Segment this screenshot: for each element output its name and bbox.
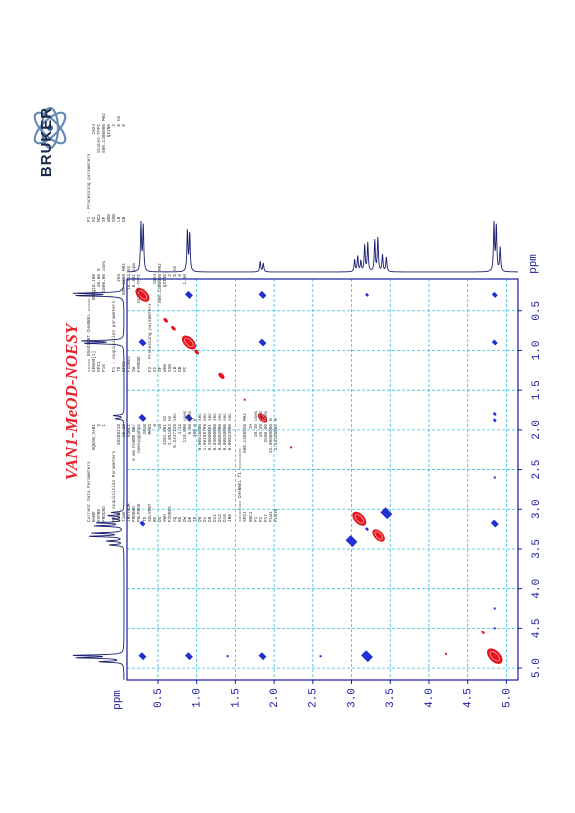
- param-value: 2.54320002: [273, 424, 279, 451]
- cross-peak: [493, 476, 496, 479]
- f1-projection-trace: [72, 278, 125, 680]
- diagonal-peak: [481, 630, 485, 634]
- y-tick-label: 3.0: [531, 499, 543, 519]
- cross-peak: [138, 338, 147, 347]
- x-tick-label: 2.5: [308, 688, 320, 708]
- param-row: GB 0: [122, 77, 127, 222]
- param-value: 1000.00: [102, 274, 108, 293]
- f2-projection-trace: [126, 220, 518, 273]
- parameter-column-1: Current Data Parameters NAME SQUAN_VAN1 EXP…: [87, 377, 279, 522]
- diagonal-peak: [163, 317, 169, 323]
- y-tick-label: 5.0: [531, 658, 543, 678]
- diagonal-peak: [181, 335, 196, 350]
- y-tick-label: 2.5: [531, 460, 543, 480]
- cross-peak: [365, 292, 369, 297]
- cross-peak: [491, 339, 498, 346]
- experiment-title: VAN1-MeOD-NOESY: [62, 323, 81, 481]
- diagonal-peak: [372, 529, 385, 542]
- cross-peak: [184, 414, 193, 422]
- cross-peak: [490, 519, 499, 528]
- cross-peak: [492, 412, 497, 416]
- param-value: 1.00: [182, 274, 188, 285]
- cross-peak: [258, 652, 267, 661]
- x-axis-unit-label: ppm: [528, 254, 540, 274]
- param-key: PLW10: [273, 508, 279, 522]
- diagonal-peak: [194, 349, 200, 355]
- param-row: PLW10 2.54320002 W: [274, 377, 279, 522]
- x-tick-label: 0.5: [153, 688, 165, 708]
- y-tick-label: 2.0: [531, 420, 543, 440]
- cross-peak: [138, 652, 147, 661]
- cross-peak: [493, 607, 496, 610]
- cross-peak: [184, 290, 193, 299]
- param-value: 0.00023800: [228, 424, 234, 451]
- x-tick-label: 3.0: [346, 688, 358, 708]
- y-tick-label: 4.0: [531, 579, 543, 599]
- diagonal-peak: [290, 446, 293, 449]
- cross-peak: [138, 414, 147, 422]
- cross-peak: [492, 418, 497, 423]
- x-tick-label: 4.5: [463, 688, 475, 708]
- y-tick-label: 0.5: [531, 301, 543, 321]
- param-unit: sec: [228, 413, 234, 421]
- param-unit: usec: [102, 260, 108, 271]
- diagonal-peak: [487, 648, 503, 664]
- diagonal-peak: [171, 325, 176, 331]
- cross-peak: [139, 520, 146, 527]
- x-tick-label: 5.0: [501, 688, 513, 708]
- param-unit: [102, 403, 107, 424]
- diagonal-peak: [135, 287, 150, 302]
- param-key: PROCNO: [102, 506, 108, 522]
- param-unit: W: [273, 418, 279, 421]
- param-value: States-TPPI: [137, 274, 143, 303]
- param-key: P16: [102, 364, 108, 372]
- y-tick-label: 1.0: [531, 341, 543, 361]
- cross-peak: [491, 291, 498, 298]
- param-key: IN0: [228, 514, 234, 522]
- parameter-column-3: F1 - Processing parameters SI 1024 MC2 State…: [87, 77, 222, 222]
- param-value: 1: [102, 424, 108, 427]
- param-key: FnMODE: [137, 356, 143, 372]
- bruker-logo-text: BRUKER: [38, 106, 55, 178]
- x-tick-label: 1.5: [230, 688, 242, 708]
- x-tick-label: 1.0: [192, 688, 204, 708]
- cross-peak: [493, 627, 496, 630]
- cross-peak: [258, 290, 267, 299]
- x-tick-label: 4.0: [424, 688, 436, 708]
- grid: [127, 279, 518, 680]
- diagonal-peak: [243, 398, 246, 401]
- cross-peak: [365, 527, 369, 532]
- cross-peaks: [135, 287, 503, 664]
- y-tick-label: 1.5: [531, 380, 543, 400]
- tick-labels: 0.5 0.5 1.0 1.0 1.5 1.5 2.0 2.0 2.5 2.5 3.0 3.0 3.5 3…: [153, 301, 543, 708]
- param-value: 0: [122, 124, 128, 127]
- plot-frame: [126, 278, 519, 681]
- y-tick-label: 3.5: [531, 539, 543, 559]
- param-key: GB: [122, 216, 128, 222]
- y-tick-label: 4.5: [531, 618, 543, 638]
- parameter-block: Current Data Parameters NAME SQUAN_VAN1 EXP…: [87, 82, 279, 522]
- cross-peak: [226, 655, 229, 658]
- cross-peak: [258, 338, 267, 347]
- param-unit: [137, 253, 142, 274]
- diagonal-peak: [444, 652, 447, 655]
- cross-peak: [361, 650, 373, 663]
- param-row: PC 1.00: [183, 227, 188, 372]
- diagonal-peak: [218, 372, 225, 379]
- y-axis-unit-label: ppm: [112, 690, 124, 710]
- x-tick-label: 3.5: [385, 688, 397, 708]
- cross-peak: [380, 507, 393, 520]
- bruker-logo-icon: [33, 106, 67, 150]
- x-tick-label: 2.0: [269, 688, 281, 708]
- cross-peak: [184, 652, 193, 661]
- diagonal-peak: [352, 511, 367, 526]
- param-unit: [183, 253, 188, 274]
- cross-peak: [319, 655, 322, 658]
- parameter-column-2: ===== GRADIENT CHANNEL ===== GPNAM[1] SMSQ…: [87, 227, 222, 372]
- param-unit: [122, 103, 127, 124]
- diagonal-peak: [257, 413, 268, 423]
- cross-peak: [345, 535, 358, 547]
- param-key: PC: [182, 366, 188, 372]
